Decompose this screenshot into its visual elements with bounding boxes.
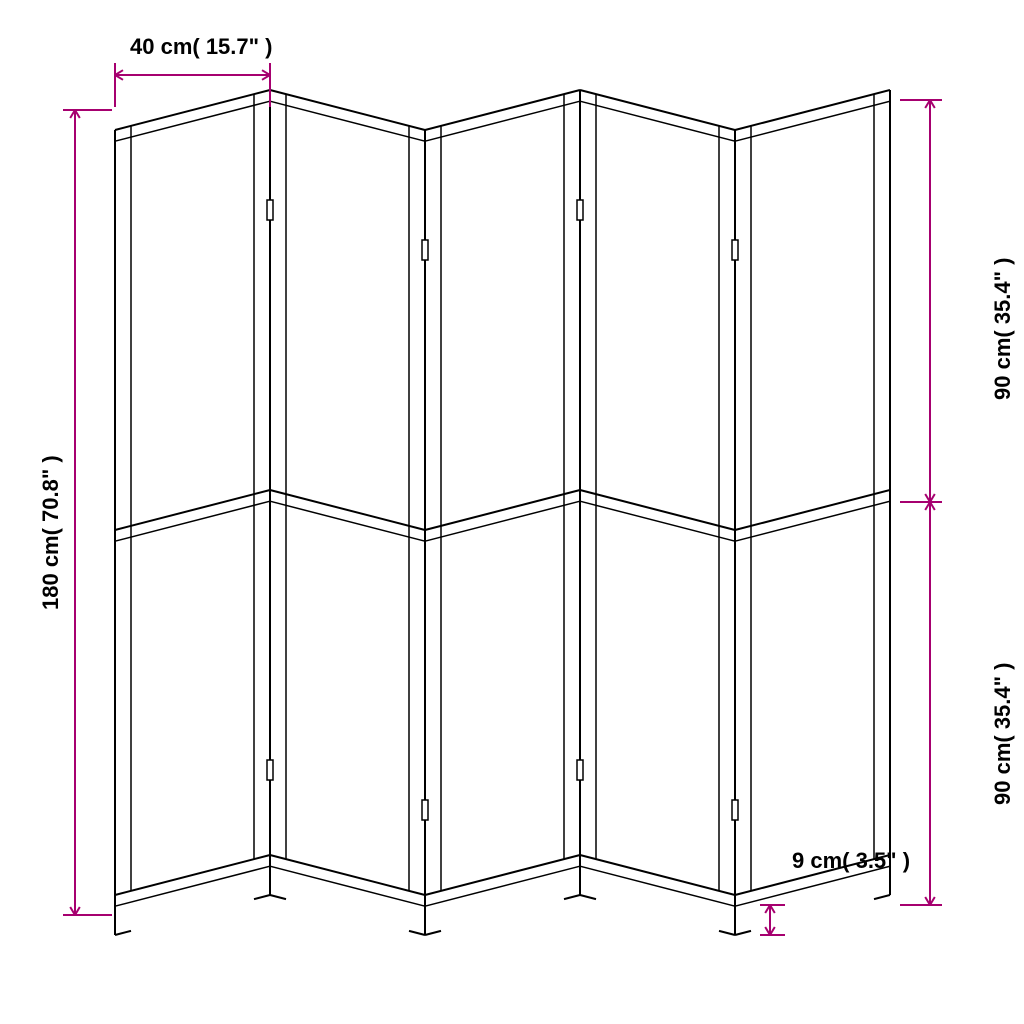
diagram-stage: 40 cm( 15.7" ) 180 cm( 70.8" ) 90 cm( 35… bbox=[0, 0, 1024, 1024]
dim-label-lower-half: 90 cm( 35.4" ) bbox=[990, 662, 1016, 805]
dim-label-leg-height: 9 cm( 3.5" ) bbox=[792, 848, 910, 874]
dim-label-total-height: 180 cm( 70.8" ) bbox=[38, 455, 64, 610]
dim-label-upper-half: 90 cm( 35.4" ) bbox=[990, 257, 1016, 400]
dim-label-panel-width: 40 cm( 15.7" ) bbox=[130, 34, 273, 60]
